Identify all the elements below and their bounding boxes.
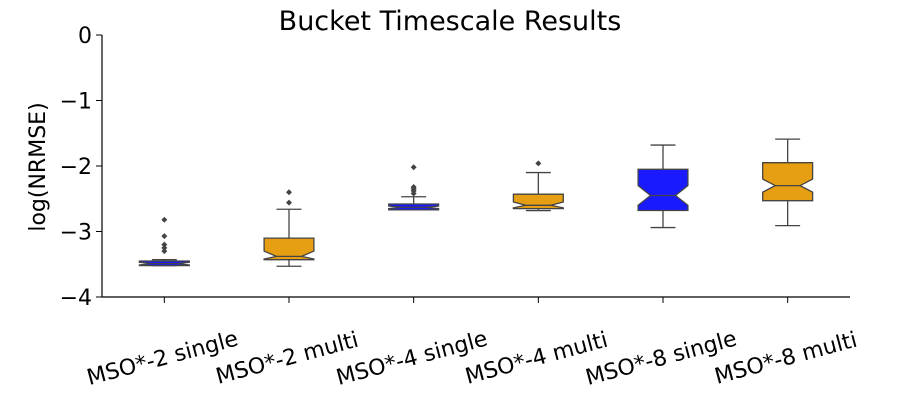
y-tick-label: −1	[60, 90, 92, 115]
flier-point	[161, 248, 168, 255]
y-tick-label: −3	[60, 221, 92, 246]
flier-point	[286, 199, 292, 206]
box-6	[762, 162, 814, 202]
flier-point	[161, 216, 168, 223]
box-2	[263, 237, 315, 261]
chart-title: Bucket Timescale Results	[279, 6, 622, 37]
flier-point	[535, 160, 542, 167]
y-tick-label: 0	[78, 24, 92, 49]
flier-point	[410, 164, 417, 171]
flier-point	[161, 241, 168, 248]
y-tick-label: −4	[60, 286, 92, 311]
flier-point	[286, 189, 292, 196]
box-5	[637, 168, 689, 212]
y-tick-label: −2	[60, 155, 92, 180]
y-axis-label: log(NRMSE)	[26, 102, 51, 231]
box-4	[512, 193, 564, 210]
flier-point	[161, 244, 168, 251]
flier-point	[410, 190, 417, 197]
flier-point	[161, 233, 168, 240]
